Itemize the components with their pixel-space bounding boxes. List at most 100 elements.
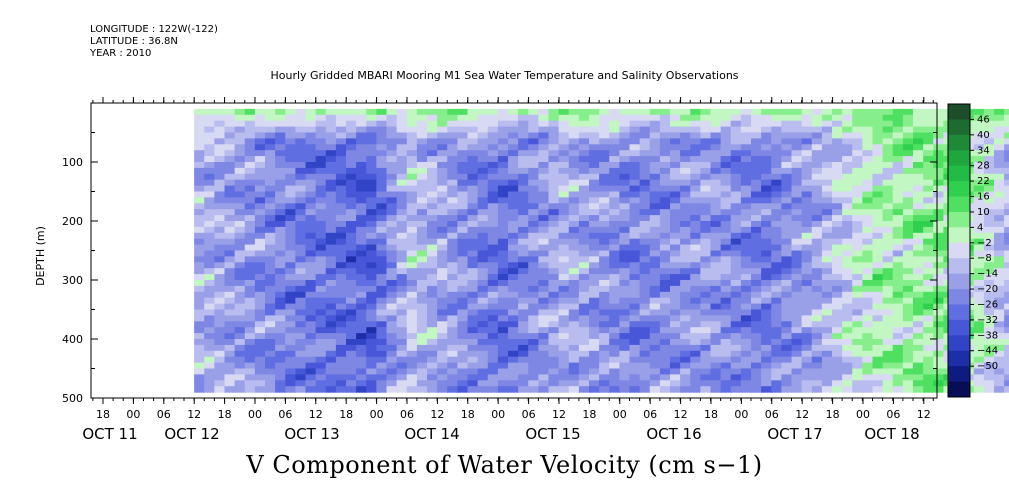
heatmap-cell [700, 144, 712, 151]
heatmap-cell [477, 280, 489, 287]
heatmap-cell [518, 167, 529, 175]
heatmap-cell [346, 250, 357, 257]
heatmap-cell [578, 333, 590, 340]
heatmap-cell [346, 285, 357, 293]
heatmap-cell [528, 209, 539, 216]
heatmap-cell [670, 344, 681, 352]
heatmap-cell [194, 114, 205, 122]
heatmap-cell [923, 167, 934, 175]
heatmap-cell [224, 144, 236, 151]
heatmap-cell [832, 156, 843, 163]
heatmap-cell [376, 356, 388, 364]
heatmap-cell [659, 221, 671, 228]
heatmap-cell [629, 156, 641, 163]
heatmap-cell [740, 356, 752, 364]
heatmap-cell [649, 274, 661, 281]
heatmap-cell [416, 156, 428, 163]
heatmap-cell [892, 108, 904, 116]
heatmap-cell [609, 232, 620, 240]
heatmap-cell [923, 374, 934, 381]
heatmap-cell [740, 380, 752, 387]
heatmap-cell [933, 280, 944, 287]
heatmap-cell [366, 327, 377, 334]
heatmap-cell [325, 144, 337, 151]
heatmap-cell [376, 238, 388, 246]
heatmap-cell [781, 156, 793, 163]
heatmap-cell [335, 344, 347, 352]
heatmap-cell [335, 120, 347, 128]
heatmap-cell [214, 226, 226, 234]
heatmap-cell [518, 203, 529, 210]
heatmap-cell [609, 144, 620, 151]
heatmap-cell [670, 362, 681, 370]
heatmap-cell [386, 350, 398, 358]
heatmap-cell [791, 368, 803, 375]
heatmap-cell [872, 297, 884, 305]
heatmap-cell [751, 350, 762, 358]
heatmap-cell [487, 114, 499, 122]
heatmap-cell [508, 344, 519, 352]
heatmap-cell [680, 226, 691, 234]
heatmap-cell [730, 380, 742, 387]
heatmap-cell [244, 132, 256, 139]
heatmap-cell [416, 244, 428, 252]
heatmap-cell [791, 144, 803, 151]
heatmap-cell [983, 344, 995, 352]
heatmap-cell [254, 374, 266, 381]
heatmap-cell [265, 108, 276, 116]
heatmap-cell [842, 380, 853, 387]
heatmap-cell [194, 327, 205, 334]
heatmap-cell [882, 162, 894, 169]
heatmap-cell [619, 368, 631, 375]
heatmap-cell [751, 256, 762, 263]
heatmap-cell [1004, 203, 1009, 210]
heatmap-cell [599, 386, 610, 393]
heatmap-cell [983, 374, 995, 381]
heatmap-cell [305, 285, 317, 293]
heatmap-cell [902, 268, 914, 275]
heatmap-cell [791, 167, 803, 175]
heatmap-cell [751, 232, 762, 240]
heatmap-cell [548, 268, 560, 275]
heatmap-cell [244, 285, 256, 293]
heatmap-cell [305, 250, 317, 257]
heatmap-cell [568, 179, 580, 187]
heatmap-cell [295, 226, 307, 234]
heatmap-cell [437, 132, 448, 139]
heatmap-cell [295, 144, 307, 151]
heatmap-cell [487, 339, 499, 346]
heatmap-cell [659, 303, 671, 311]
heatmap-cell [649, 108, 661, 116]
heatmap-cell [659, 215, 671, 222]
heatmap-cell [751, 321, 762, 328]
heatmap-cell [578, 126, 590, 134]
heatmap-cell [497, 167, 509, 175]
heatmap-cell [285, 156, 296, 163]
heatmap-cell [913, 333, 924, 340]
heatmap-cell [811, 339, 823, 346]
heatmap-cell [427, 309, 438, 316]
heatmap-cell [589, 339, 600, 346]
heatmap-cell [234, 321, 246, 328]
heatmap-cell [670, 203, 681, 210]
heatmap-cell [376, 132, 388, 139]
heatmap-cell [821, 285, 833, 293]
heatmap-cell [447, 221, 458, 228]
heatmap-cell [528, 203, 539, 210]
heatmap-cell [700, 173, 712, 181]
heatmap-cell [315, 238, 327, 246]
heatmap-cell [437, 244, 448, 252]
heatmap-cell [265, 244, 276, 252]
heatmap-cell [670, 327, 681, 334]
heatmap-cell [659, 315, 671, 322]
heatmap-cell [872, 362, 884, 370]
heatmap-cell [983, 339, 995, 346]
heatmap-cell [528, 232, 539, 240]
heatmap-cell [690, 191, 701, 198]
heatmap-cell [811, 374, 823, 381]
heatmap-cell [690, 132, 701, 139]
heatmap-cell [862, 232, 874, 240]
heatmap-cell [558, 268, 570, 275]
heatmap-cell [740, 144, 752, 151]
heatmap-cell [346, 162, 357, 169]
